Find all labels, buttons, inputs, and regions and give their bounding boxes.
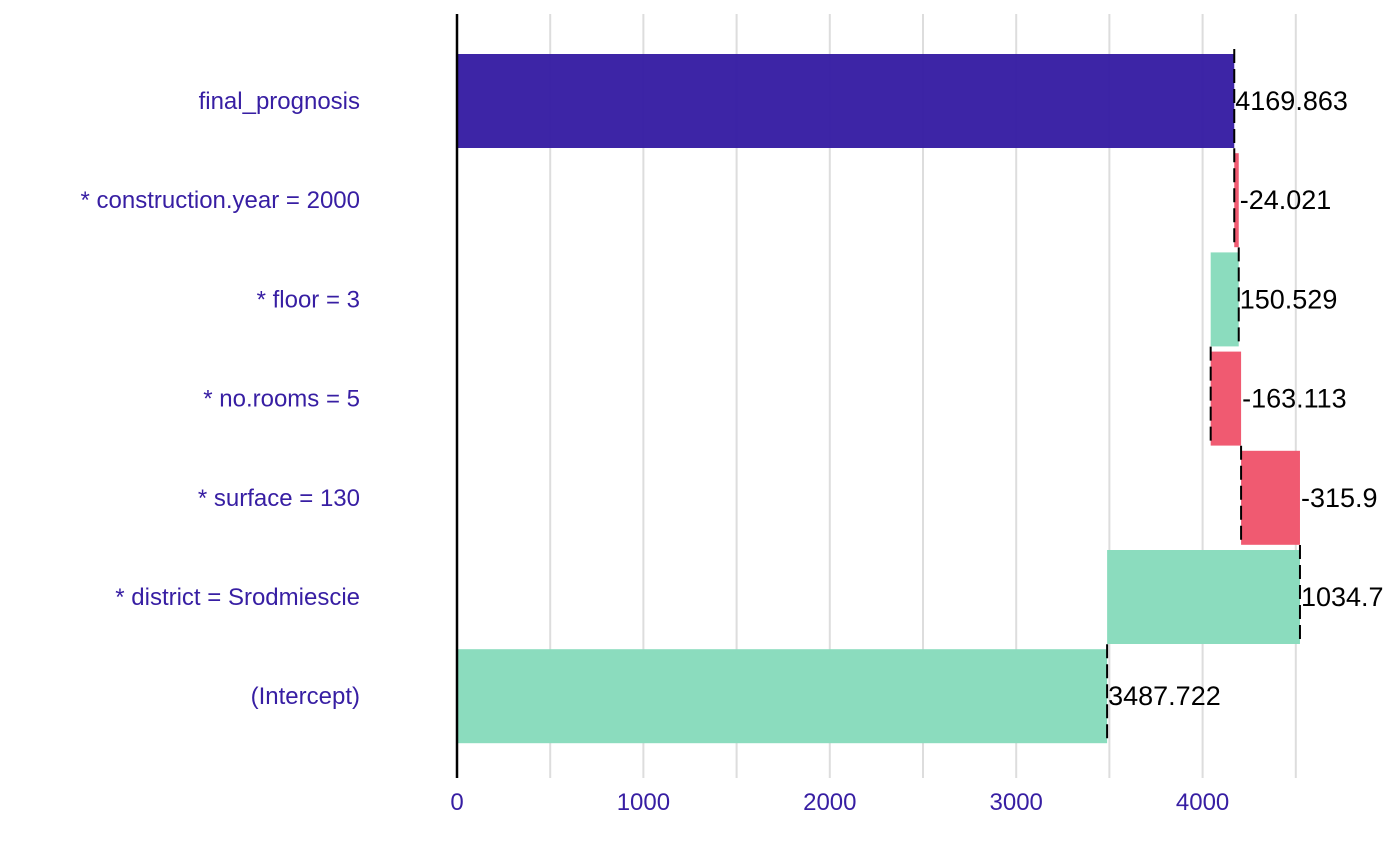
bars-layer: [457, 54, 1300, 744]
x-tick-label-4000: 4000: [1176, 789, 1229, 816]
value-label-surface-130: -315.9: [1301, 483, 1378, 513]
row-label-no-rooms-5: * no.rooms = 5: [203, 386, 360, 413]
value-label-floor-3: 150.529: [1240, 284, 1338, 314]
row-label-final-prognosis: final_prognosis: [199, 88, 360, 115]
row-label-intercept: (Intercept): [251, 683, 360, 710]
bar-no-rooms-5: [1210, 351, 1242, 446]
connectors-layer: [1106, 49, 1301, 744]
row-label-construction-year-2000: * construction.year = 2000: [80, 187, 360, 214]
row-label-district-srodmiescie: * district = Srodmiescie: [115, 584, 360, 611]
value-label-intercept: 3487.722: [1108, 681, 1221, 711]
x-tick-label-1000: 1000: [617, 789, 670, 816]
bar-surface-130: [1241, 450, 1300, 545]
tick-labels-layer: 0 1000 2000 3000 4000: [450, 789, 1229, 816]
x-tick-label-3000: 3000: [990, 789, 1043, 816]
bar-floor-3: [1210, 252, 1239, 347]
value-label-district-srodmiescie: 1034.7: [1301, 582, 1384, 612]
bar-intercept: [457, 649, 1108, 744]
value-label-construction-year-2000: -24.021: [1240, 185, 1332, 215]
value-labels-layer: 4169.863 -24.021 150.529 -163.113 -315.9 1034…: [1108, 86, 1383, 711]
row-labels-layer: final_prognosis * construction.year = 200…: [80, 88, 360, 710]
row-label-floor-3: * floor = 3: [257, 286, 360, 313]
x-tick-label-2000: 2000: [803, 789, 856, 816]
bar-district-srodmiescie: [1107, 550, 1300, 644]
row-label-surface-130: * surface = 130: [198, 485, 360, 512]
value-label-no-rooms-5: -163.113: [1242, 384, 1347, 414]
value-label-final-prognosis: 4169.863: [1235, 86, 1348, 116]
x-tick-label-0: 0: [450, 789, 463, 816]
bar-final-prognosis: [457, 54, 1235, 148]
bar-construction-year-2000: [1234, 153, 1239, 248]
